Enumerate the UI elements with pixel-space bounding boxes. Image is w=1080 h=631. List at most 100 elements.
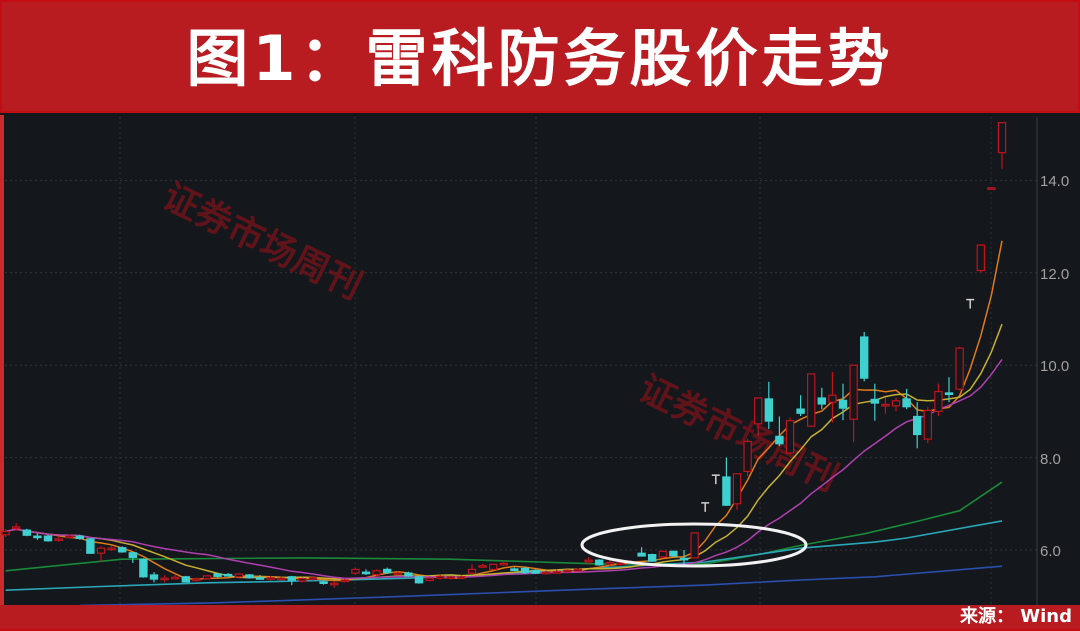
- candle: [213, 572, 222, 578]
- candle-body: [997, 122, 1007, 154]
- candle: [573, 568, 583, 572]
- candle-body: [224, 573, 233, 577]
- candle-body: [54, 538, 63, 542]
- highlight-ellipse: [580, 522, 808, 568]
- watermark: 证券市场周刊: [156, 175, 369, 307]
- candle-body: [637, 552, 646, 557]
- candle: [753, 397, 763, 436]
- candle: [351, 567, 360, 575]
- candle: [446, 575, 456, 580]
- candle: [531, 569, 540, 575]
- candle-body: [796, 408, 805, 414]
- candle-body: [541, 571, 551, 575]
- candle: [54, 536, 63, 542]
- y-tick-label: 12.0: [1040, 266, 1069, 283]
- candle-body: [128, 552, 137, 558]
- candle-body: [764, 398, 774, 422]
- candle: [404, 571, 413, 577]
- candle: [976, 244, 986, 273]
- candle-body: [531, 569, 540, 574]
- candle-body: [806, 373, 816, 427]
- candle: [923, 407, 933, 444]
- candle: [383, 567, 392, 575]
- candle-body: [96, 547, 106, 554]
- watermarks: 证券市场周刊 证券市场周刊: [156, 175, 845, 499]
- title-banner: 图1：雷科防务股价走势: [0, 0, 1080, 113]
- candle: [457, 575, 466, 579]
- candle-body: [33, 535, 42, 539]
- candle-body: [499, 562, 509, 566]
- candle: [934, 383, 943, 417]
- candle: [541, 570, 551, 575]
- candle: [277, 576, 286, 581]
- candle-body: [912, 415, 922, 436]
- candle-body: [934, 390, 943, 412]
- candle: [160, 575, 169, 583]
- candle: [117, 546, 127, 553]
- candle: [64, 534, 74, 539]
- candle: [149, 572, 159, 583]
- candle: [202, 574, 212, 580]
- y-tick-label: 6.0: [1040, 543, 1061, 560]
- candle: [12, 523, 21, 531]
- candles: [1, 122, 1007, 588]
- candle-body: [647, 554, 657, 562]
- candle-body: [202, 575, 212, 580]
- candle: [298, 577, 307, 583]
- candle: [859, 331, 869, 382]
- long-ma-lines: [5, 481, 1003, 607]
- candle: [266, 575, 275, 581]
- candle-body: [753, 397, 763, 425]
- candle-body: [489, 563, 498, 571]
- candle: [425, 576, 434, 582]
- candle-body: [287, 576, 297, 581]
- candle: [340, 578, 350, 583]
- candle-body: [987, 187, 996, 190]
- candle: [330, 581, 339, 588]
- candle-body: [393, 572, 403, 576]
- candle: [987, 187, 996, 190]
- candle: [594, 559, 604, 566]
- moving-average-line: [79, 565, 1003, 607]
- y-tick-label: 10.0: [1040, 358, 1069, 375]
- candle-body: [817, 397, 827, 405]
- candle: [584, 556, 593, 564]
- candle-body: [213, 573, 222, 577]
- candle-body: [955, 347, 964, 390]
- candle-body: [976, 244, 986, 272]
- candle: [679, 550, 689, 567]
- candle-body: [22, 529, 32, 536]
- candle-body: [902, 398, 911, 408]
- candle-body: [192, 578, 201, 582]
- candle: [393, 571, 403, 576]
- candle-body: [319, 581, 328, 584]
- candle: [361, 569, 371, 575]
- candle: [637, 547, 646, 557]
- candle-body: [891, 400, 901, 407]
- candle-body: [658, 550, 668, 558]
- candle-body: [859, 336, 869, 379]
- chart-area: [0, 115, 1080, 605]
- candle: [43, 534, 53, 542]
- candle: [499, 561, 509, 566]
- candle: [234, 573, 243, 578]
- candle-body: [616, 562, 625, 566]
- candle-body: [1, 530, 10, 536]
- candle-body: [277, 577, 286, 581]
- candle-body: [520, 567, 530, 574]
- candle: [128, 551, 137, 563]
- candle: [414, 575, 424, 584]
- candle: [563, 569, 572, 573]
- candle-body: [298, 578, 307, 582]
- candle: [319, 580, 328, 585]
- candle-body: [64, 535, 74, 539]
- candle: [785, 417, 795, 454]
- candle: [605, 560, 615, 566]
- candle: [308, 576, 318, 581]
- candle: [764, 381, 774, 429]
- candle-body: [149, 574, 159, 580]
- candle-body: [775, 435, 784, 445]
- candle-body: [944, 392, 954, 396]
- candle-body: [870, 398, 880, 404]
- candle-body: [563, 569, 572, 573]
